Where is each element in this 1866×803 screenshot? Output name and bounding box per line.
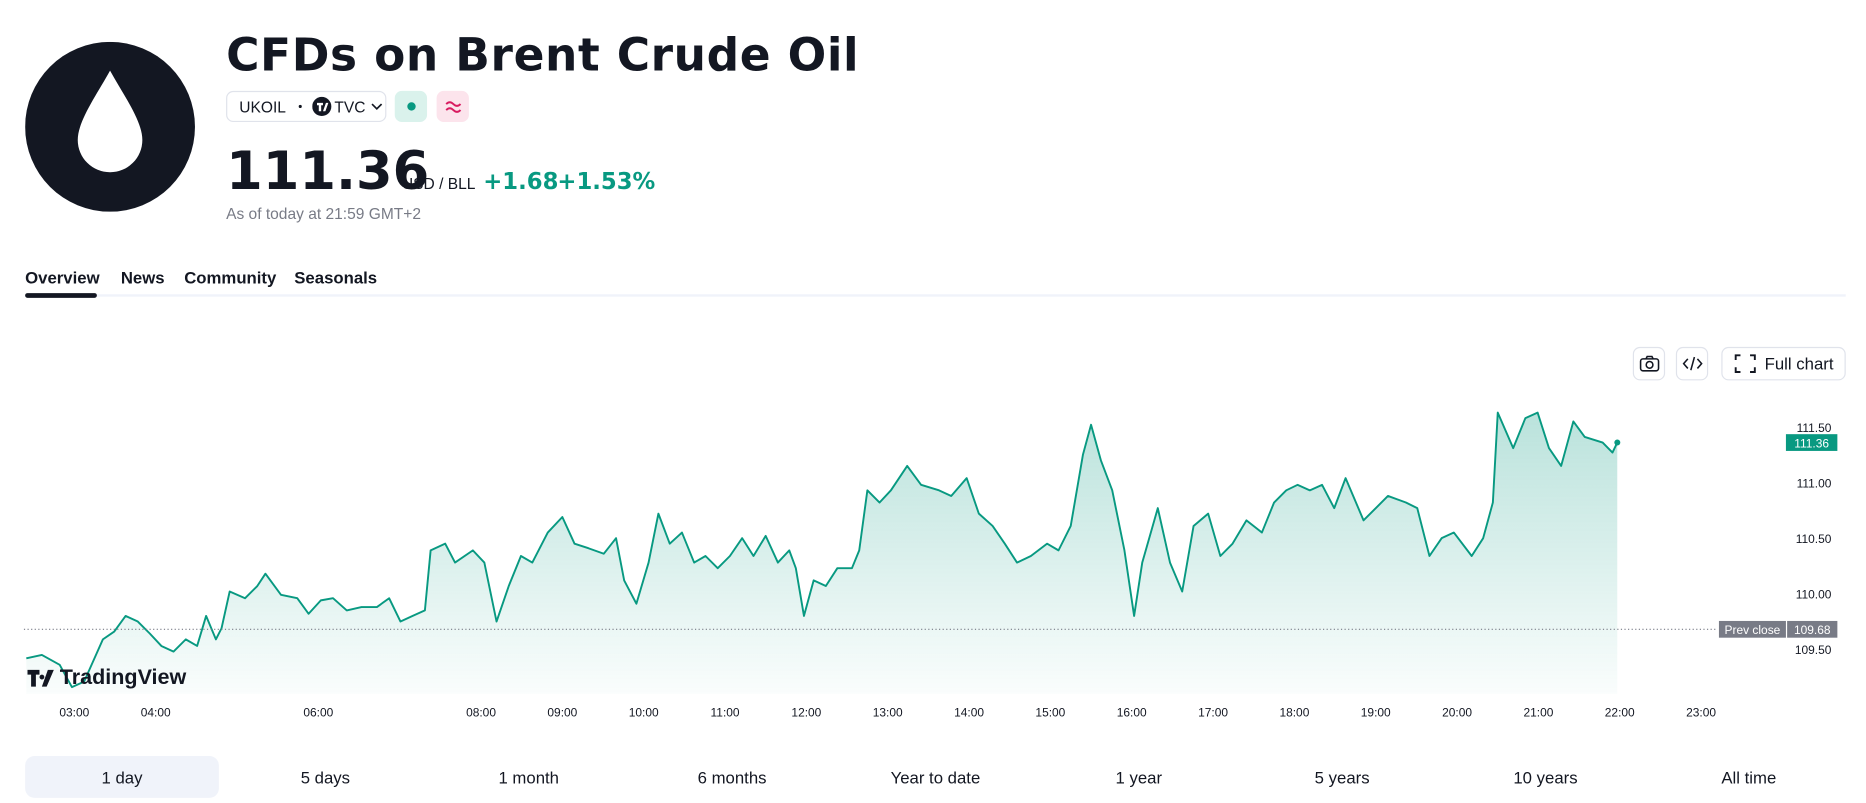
tab-rule bbox=[25, 294, 1846, 297]
exchange-icon bbox=[312, 96, 332, 117]
change: +1.68 bbox=[483, 168, 559, 195]
full-chart-button[interactable]: Full chart bbox=[1721, 346, 1846, 381]
range-button[interactable]: 5 years bbox=[1314, 767, 1370, 787]
x-tick-label: 11:00 bbox=[711, 706, 740, 720]
x-tick-label: 23:00 bbox=[1686, 706, 1716, 720]
change-percent: +1.53% bbox=[557, 168, 656, 195]
price: 111.36 bbox=[226, 141, 430, 203]
tab[interactable]: News bbox=[120, 267, 165, 288]
price-unit: USD / BLL bbox=[401, 174, 476, 193]
range-button[interactable]: 6 months bbox=[697, 767, 767, 787]
symbol-logo bbox=[25, 41, 195, 212]
x-tick-label: 22:00 bbox=[1605, 706, 1635, 720]
range-button[interactable]: 1 month bbox=[498, 767, 559, 787]
x-tick-label: 16:00 bbox=[1117, 706, 1147, 720]
code-icon bbox=[1682, 356, 1703, 371]
last-value-label: 111.36 bbox=[1794, 436, 1829, 450]
x-tick-label: 08:00 bbox=[466, 706, 496, 720]
watermark: TradingView bbox=[26, 665, 186, 690]
separator bbox=[298, 104, 302, 109]
tab[interactable]: Seasonals bbox=[294, 267, 378, 288]
market-open-chip[interactable] bbox=[394, 90, 428, 123]
title: CFDs on Brent Crude Oil bbox=[226, 28, 860, 82]
tab[interactable]: Overview bbox=[25, 267, 100, 288]
x-tick-label: 20:00 bbox=[1442, 706, 1472, 720]
area bbox=[26, 412, 1618, 694]
y-tick-label: 111.50 bbox=[1797, 421, 1832, 435]
prev-close-label: Prev close bbox=[1725, 623, 1781, 637]
y-tick-label: 109.50 bbox=[1795, 643, 1832, 657]
x-tick-label: 18:00 bbox=[1279, 706, 1309, 720]
watermark-text: TradingView bbox=[59, 665, 187, 690]
range-button[interactable]: 10 years bbox=[1513, 767, 1578, 787]
delay-chip[interactable] bbox=[436, 90, 469, 123]
range-button[interactable]: Year to date bbox=[890, 767, 981, 787]
y-tick-label: 110.50 bbox=[1796, 532, 1832, 546]
x-tick-label: 09:00 bbox=[547, 706, 577, 720]
status-dot bbox=[406, 102, 416, 111]
x-tick-label: 19:00 bbox=[1361, 706, 1391, 720]
x-tick-label: 04:00 bbox=[141, 706, 171, 720]
prev-close-badge bbox=[1787, 620, 1838, 638]
x-tick-label: 06:00 bbox=[303, 706, 333, 720]
symbol-chip[interactable]: UKOIL TVC bbox=[226, 90, 387, 123]
chevron bbox=[370, 103, 382, 111]
prev-close-value: 109.68 bbox=[1794, 623, 1831, 637]
embed-button[interactable] bbox=[1675, 346, 1709, 381]
x-tick-label: 10:00 bbox=[629, 706, 659, 720]
price-line bbox=[26, 411, 1619, 689]
as-of: As of today at 21:59 GMT+2 bbox=[226, 204, 422, 223]
prev-close-tag bbox=[1718, 620, 1786, 638]
last-value-badge bbox=[1785, 434, 1838, 451]
x-tick-label: 13:00 bbox=[873, 706, 903, 720]
delay-icon bbox=[444, 101, 461, 113]
symbol: UKOIL bbox=[239, 97, 286, 116]
x-tick-label: 14:00 bbox=[954, 706, 984, 720]
x-tick-label: 17:00 bbox=[1198, 706, 1228, 720]
x-tick-label: 03:00 bbox=[59, 706, 89, 720]
fullscreen-icon bbox=[1734, 354, 1757, 373]
y-tick-label: 111.00 bbox=[1797, 476, 1832, 490]
range-button[interactable]: 5 days bbox=[300, 767, 351, 787]
range-button[interactable]: 1 day bbox=[25, 755, 219, 798]
watermark-icon bbox=[27, 669, 54, 687]
exchange: TVC bbox=[334, 97, 366, 116]
y-tick-label: 110.00 bbox=[1796, 588, 1832, 602]
camera-icon bbox=[1639, 355, 1659, 372]
full-chart-label: Full chart bbox=[1764, 354, 1834, 374]
tab-underline bbox=[25, 293, 97, 298]
snapshot-button[interactable] bbox=[1632, 346, 1666, 381]
x-tick-label: 15:00 bbox=[1035, 706, 1065, 720]
x-tick-label: 21:00 bbox=[1523, 706, 1553, 720]
last-point bbox=[1614, 439, 1621, 446]
tab[interactable]: Community bbox=[184, 267, 277, 288]
range-button[interactable]: 1 year bbox=[1115, 767, 1163, 787]
x-tick-label: 12:00 bbox=[791, 706, 821, 720]
range-button[interactable]: All time bbox=[1721, 767, 1777, 787]
